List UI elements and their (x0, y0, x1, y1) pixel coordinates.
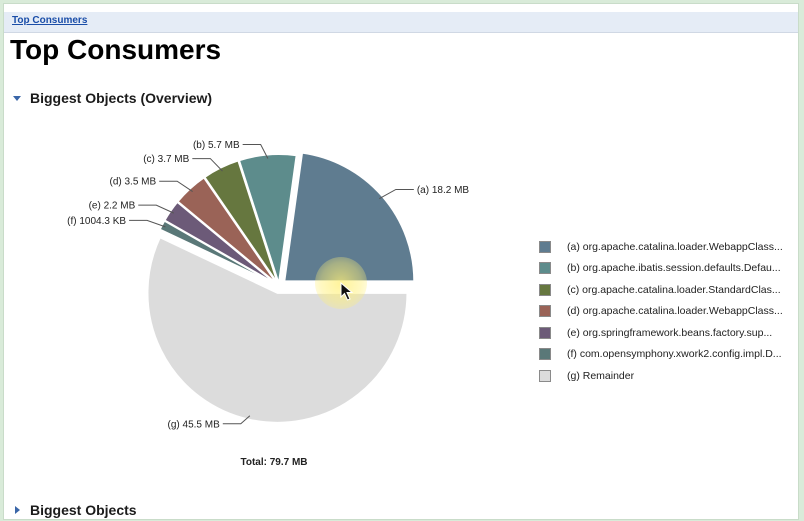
chart-total-label: Total: 79.7 MB (240, 457, 307, 468)
legend-label: (c) org.apache.catalina.loader.StandardC… (567, 283, 781, 296)
expand-triangle-icon (12, 505, 24, 515)
pie-leader-line (129, 219, 166, 228)
legend-item[interactable]: (b) org.apache.ibatis.session.defaults.D… (539, 258, 783, 280)
section-title: Biggest Objects (Overview) (30, 90, 213, 106)
legend-item[interactable]: (e) org.springframework.beans.factory.su… (539, 322, 783, 344)
legend-label: (a) org.apache.catalina.loader.WebappCla… (567, 240, 783, 253)
pie-slice-f[interactable] (158, 219, 278, 286)
section-header-biggest-objects[interactable]: Biggest Objects (12, 500, 137, 519)
breadcrumb-link-top-consumers[interactable]: Top Consumers (12, 15, 88, 26)
pie-leader-line (222, 415, 251, 425)
pie-leader-line (192, 158, 223, 172)
pie-leader-line (159, 180, 193, 192)
legend-item[interactable]: (c) org.apache.catalina.loader.StandardC… (539, 279, 783, 301)
legend-item[interactable]: (a) org.apache.catalina.loader.WebappCla… (539, 236, 783, 258)
pie-slice-label: (a) 18.2 MB (417, 185, 470, 196)
pie-chart: (a) 18.2 MB (b) 5.7 MB (c) 3.7 MB (d) 3.5 M… (67, 140, 470, 468)
legend-swatch (539, 326, 551, 339)
pie-slice-label: (e) 2.2 MB (89, 201, 136, 212)
pie-slice-label: (f) 1004.3 KB (67, 216, 126, 227)
page-title: Top Consumers (10, 34, 222, 65)
section-title: Biggest Objects (30, 502, 137, 518)
legend-swatch (539, 305, 551, 318)
pie-slice-a[interactable] (283, 151, 416, 283)
breadcrumb: Top Consumers (4, 12, 798, 33)
collapse-triangle-icon (12, 93, 24, 103)
legend-swatch (539, 283, 551, 296)
legend-item[interactable]: (d) org.apache.catalina.loader.WebappCla… (539, 301, 783, 323)
legend-label: (g) Remainder (567, 369, 635, 382)
pie-leader-line (379, 188, 414, 200)
legend-swatch (539, 348, 551, 361)
legend-swatch (539, 262, 551, 275)
pie-slice-label: (d) 3.5 MB (109, 177, 156, 188)
legend-item[interactable]: (f) com.opensymphony.xwork2.config.impl.… (539, 344, 783, 366)
legend-label: (f) com.opensymphony.xwork2.config.impl.… (567, 348, 782, 361)
pie-slice-label: (g) 45.5 MB (168, 419, 221, 430)
report-window: Top Consumers Top Consumers Biggest Obje… (3, 3, 799, 520)
section-header-overview[interactable]: Biggest Objects (Overview) (12, 88, 212, 108)
pie-leader-line (242, 144, 269, 159)
legend-label: (e) org.springframework.beans.factory.su… (567, 326, 773, 339)
pie-slice-label: (b) 5.7 MB (193, 140, 240, 151)
chart-legend: (a) org.apache.catalina.loader.WebappCla… (539, 236, 783, 387)
pie-leader-line (138, 204, 174, 214)
legend-swatch (539, 369, 551, 382)
pie-slice-label: (c) 3.7 MB (143, 154, 189, 165)
legend-label: (b) org.apache.ibatis.session.defaults.D… (567, 262, 781, 275)
pie-slice-g[interactable] (146, 235, 409, 424)
legend-label: (d) org.apache.catalina.loader.WebappCla… (567, 305, 783, 318)
legend-swatch (539, 240, 551, 253)
legend-item[interactable]: (g) Remainder (539, 365, 783, 387)
